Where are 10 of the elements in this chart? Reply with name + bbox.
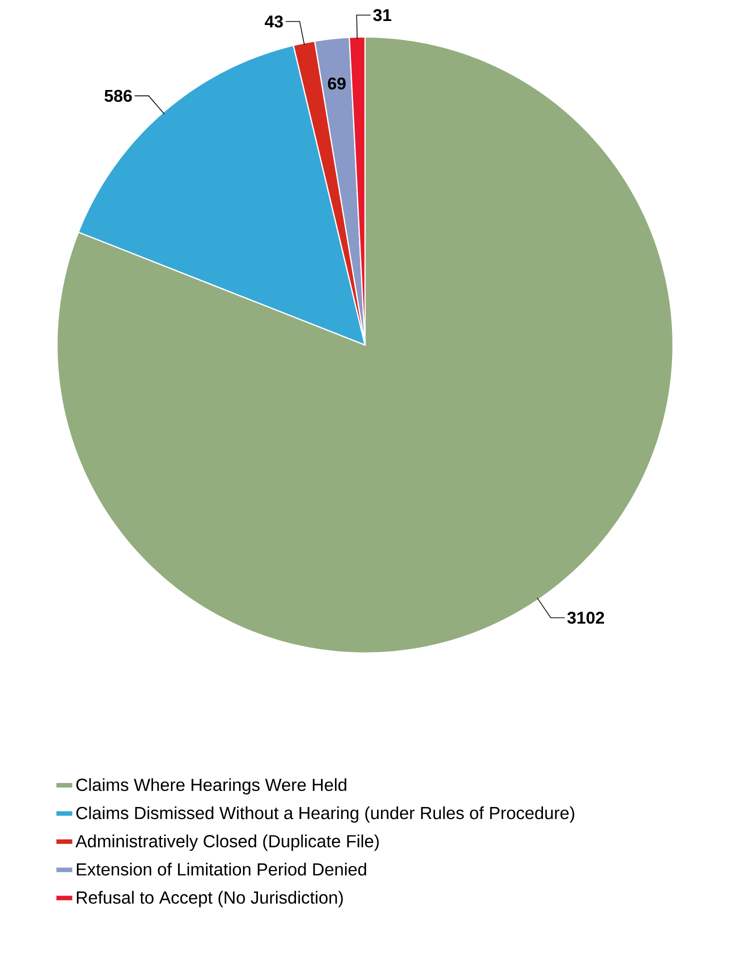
- legend-label: Extension of Limitation Period Denied: [76, 862, 366, 876]
- data-label: 69: [328, 77, 346, 90]
- legend-label: Administratively Closed (Duplicate File): [76, 834, 379, 851]
- data-label: 586: [104, 90, 132, 102]
- data-label: 31: [373, 9, 392, 22]
- data-label: 3102: [567, 612, 604, 624]
- legend-label: Refusal to Accept (No Jurisdiction): [76, 890, 343, 908]
- legend-label: Claims Dismissed Without a Hearing (under Rules of Procedure): [76, 806, 574, 823]
- legend-label: Claims Where Hearings Were Held: [76, 778, 346, 795]
- data-label: 43: [264, 15, 283, 28]
